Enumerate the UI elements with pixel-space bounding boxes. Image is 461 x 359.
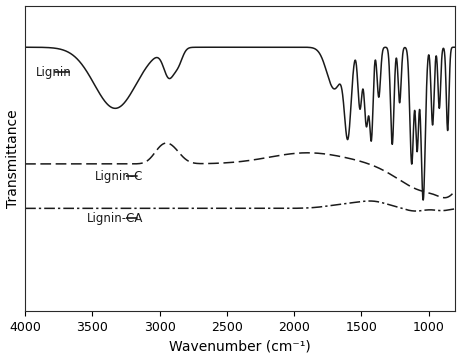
- Text: Lignin-C: Lignin-C: [95, 170, 143, 183]
- Text: Lignin: Lignin: [36, 66, 71, 79]
- Y-axis label: Transmittance: Transmittance: [6, 109, 19, 208]
- Text: Lignin-CA: Lignin-CA: [86, 211, 143, 225]
- X-axis label: Wavenumber (cm⁻¹): Wavenumber (cm⁻¹): [169, 340, 311, 354]
